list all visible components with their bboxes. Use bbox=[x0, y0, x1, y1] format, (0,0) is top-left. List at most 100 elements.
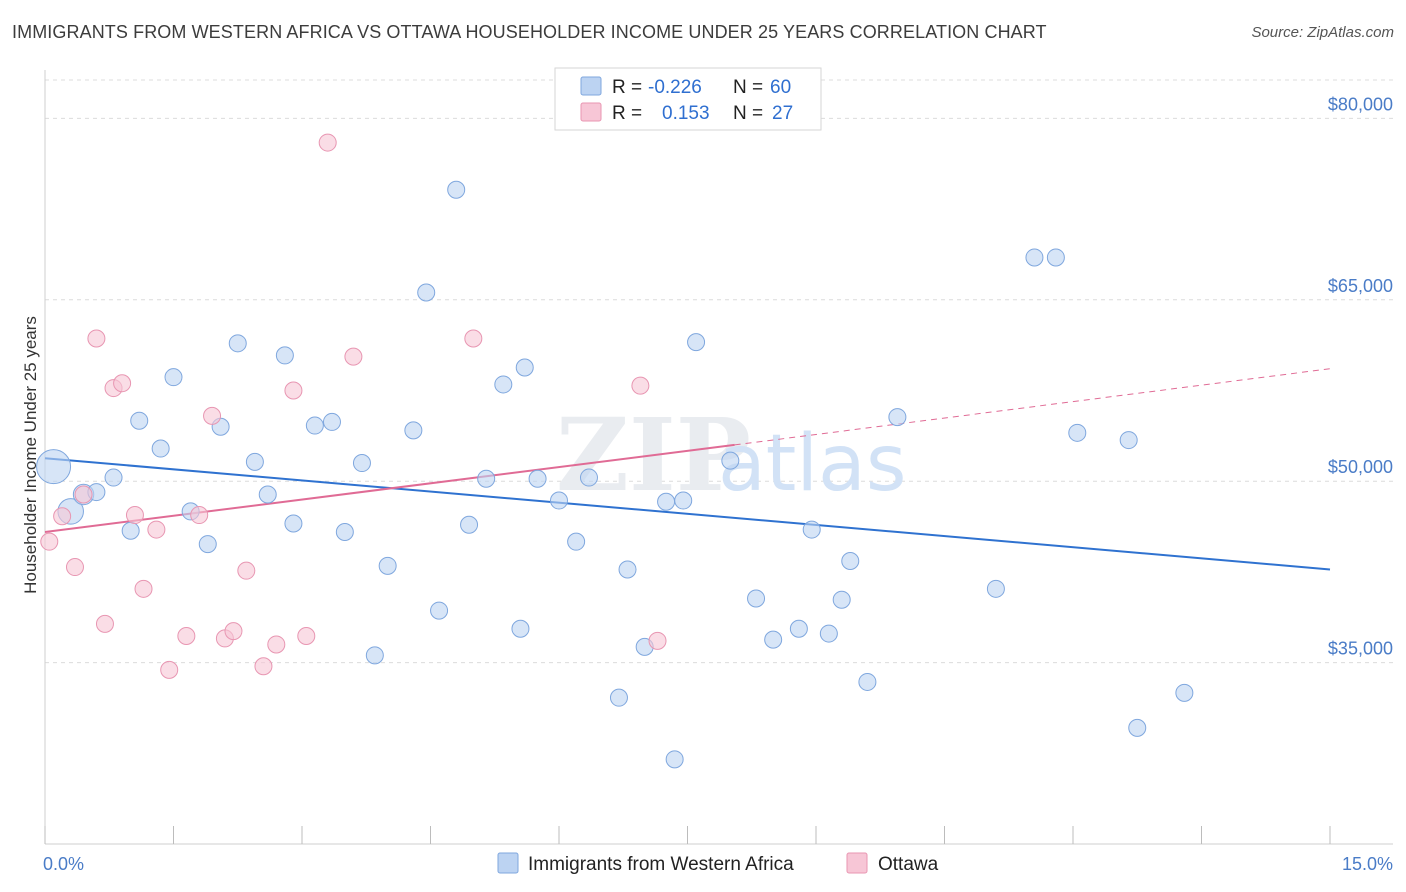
x-tick-label-start: 0.0% bbox=[43, 854, 84, 874]
immigrants-point-59 bbox=[1175, 683, 1194, 702]
ottawa-point-0 bbox=[40, 532, 59, 551]
immigrants-point-20 bbox=[352, 454, 371, 473]
immigrants-point-12 bbox=[228, 334, 247, 353]
y-axis-label: Householder Income Under 25 years bbox=[21, 316, 40, 594]
immigrants-point-34 bbox=[567, 532, 586, 551]
immigrants-point-49 bbox=[832, 590, 851, 609]
immigrants-point-28 bbox=[477, 469, 496, 488]
immigrants-point-40 bbox=[665, 750, 684, 769]
ottawa-point-2 bbox=[65, 558, 84, 577]
bottom-legend-label-ottawa: Ottawa bbox=[878, 854, 939, 875]
legend-r-label-immigrants: R = bbox=[612, 77, 642, 98]
ottawa-point-26 bbox=[648, 631, 667, 650]
correlation-legend: R = -0.226 N = 60 R = 0.153 N = 27 bbox=[554, 67, 822, 131]
ottawa-point-20 bbox=[284, 381, 303, 400]
ottawa-point-24 bbox=[464, 329, 483, 348]
ottawa-point-18 bbox=[254, 657, 273, 676]
series-ottawa-points bbox=[40, 133, 667, 679]
ottawa-point-21 bbox=[297, 626, 316, 645]
immigrants-point-39 bbox=[657, 492, 676, 511]
legend-n-value-ottawa: 27 bbox=[772, 103, 793, 124]
immigrants-point-56 bbox=[1068, 423, 1087, 442]
trend-line-immigrants bbox=[44, 457, 1331, 571]
bottom-legend-label-immigrants: Immigrants from Western Africa bbox=[528, 854, 794, 875]
immigrants-point-36 bbox=[609, 688, 628, 707]
ottawa-point-14 bbox=[203, 406, 222, 425]
trend-lines bbox=[44, 368, 1331, 571]
source-label: Source: ZipAtlas.com bbox=[1251, 24, 1394, 41]
ottawa-point-23 bbox=[344, 347, 363, 366]
ottawa-point-25 bbox=[631, 376, 650, 395]
ottawa-point-10 bbox=[147, 520, 166, 539]
ottawa-point-17 bbox=[237, 561, 256, 580]
ottawa-point-12 bbox=[177, 626, 196, 645]
immigrants-point-48 bbox=[819, 624, 838, 643]
immigrants-point-58 bbox=[1128, 718, 1147, 737]
immigrants-point-25 bbox=[430, 601, 449, 620]
y-tick-labels: $35,000 $50,000 $65,000 $80,000 bbox=[1328, 94, 1393, 658]
ottawa-point-22 bbox=[318, 133, 337, 152]
immigrants-point-21 bbox=[365, 646, 384, 665]
immigrants-point-16 bbox=[284, 514, 303, 533]
immigrants-point-27 bbox=[460, 515, 479, 534]
ottawa-point-13 bbox=[190, 506, 209, 525]
bottom-legend-swatch-immigrants bbox=[497, 852, 519, 874]
immigrants-point-23 bbox=[404, 421, 423, 440]
immigrants-point-35 bbox=[579, 468, 598, 487]
immigrants-point-22 bbox=[378, 556, 397, 575]
legend-r-value-immigrants: -0.226 bbox=[648, 77, 702, 98]
immigrants-point-10 bbox=[198, 535, 217, 554]
legend-r-value-ottawa: 0.153 bbox=[662, 103, 710, 124]
bottom-legend-swatch-ottawa bbox=[846, 852, 868, 874]
immigrants-point-57 bbox=[1119, 431, 1138, 450]
ottawa-point-9 bbox=[134, 579, 153, 598]
y-tick-label-2: $65,000 bbox=[1328, 276, 1393, 296]
immigrants-point-51 bbox=[858, 672, 877, 691]
immigrants-point-0 bbox=[36, 449, 72, 485]
immigrants-point-53 bbox=[986, 579, 1005, 598]
immigrants-point-19 bbox=[335, 522, 354, 541]
immigrants-point-37 bbox=[618, 560, 637, 579]
ottawa-point-8 bbox=[125, 506, 144, 525]
trend-line-ottawa bbox=[44, 443, 735, 533]
immigrants-point-4 bbox=[104, 468, 123, 487]
ottawa-point-5 bbox=[95, 614, 114, 633]
ottawa-point-1 bbox=[53, 507, 72, 526]
x-tick-label-end: 15.0% bbox=[1342, 854, 1393, 874]
legend-n-label-immigrants: N = bbox=[733, 77, 763, 98]
ottawa-point-4 bbox=[87, 329, 106, 348]
y-tick-label-1: $50,000 bbox=[1328, 457, 1393, 477]
immigrants-point-45 bbox=[764, 630, 783, 649]
immigrants-point-54 bbox=[1025, 248, 1044, 267]
legend-n-label-ottawa: N = bbox=[733, 103, 763, 124]
immigrants-point-42 bbox=[687, 333, 706, 352]
immigrants-point-17 bbox=[305, 416, 324, 435]
immigrants-point-46 bbox=[789, 619, 808, 638]
immigrants-point-47 bbox=[802, 520, 821, 539]
immigrants-point-8 bbox=[164, 368, 183, 387]
immigrants-point-33 bbox=[550, 491, 568, 510]
immigrants-point-52 bbox=[888, 408, 907, 427]
legend-swatch-ottawa bbox=[580, 102, 602, 122]
immigrants-point-24 bbox=[417, 283, 436, 302]
immigrants-point-13 bbox=[245, 452, 264, 471]
ottawa-point-11 bbox=[160, 660, 179, 679]
immigrants-point-32 bbox=[528, 469, 547, 488]
immigrants-point-5 bbox=[121, 521, 140, 540]
legend-n-value-immigrants: 60 bbox=[770, 77, 791, 98]
immigrants-point-15 bbox=[275, 346, 294, 365]
ottawa-point-16 bbox=[224, 622, 243, 641]
y-tick-label-0: $35,000 bbox=[1328, 639, 1393, 659]
immigrants-point-29 bbox=[494, 375, 513, 394]
immigrants-point-14 bbox=[258, 485, 277, 504]
legend-swatch-immigrants bbox=[580, 76, 602, 96]
immigrants-point-41 bbox=[674, 491, 693, 510]
immigrants-point-18 bbox=[322, 412, 341, 431]
immigrants-point-26 bbox=[447, 180, 466, 199]
series-legend: Immigrants from Western Africa Ottawa bbox=[497, 852, 939, 875]
immigrants-point-50 bbox=[841, 552, 860, 571]
watermark-atlas: atlas bbox=[718, 419, 907, 509]
ottawa-point-3 bbox=[74, 485, 93, 504]
ottawa-point-7 bbox=[113, 374, 132, 393]
